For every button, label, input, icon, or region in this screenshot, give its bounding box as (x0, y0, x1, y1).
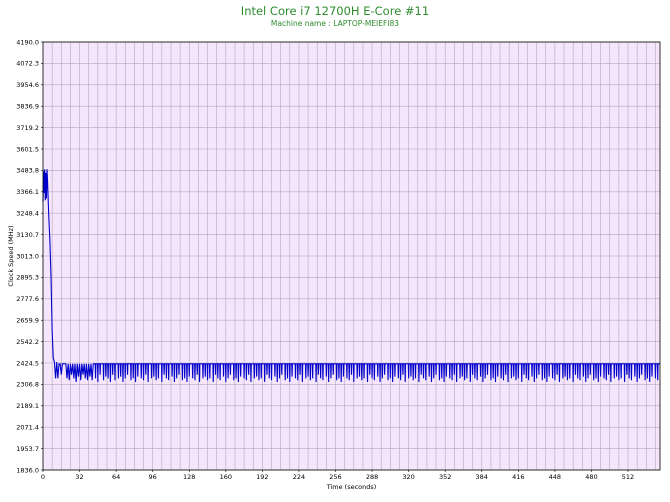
x-tick-label: 384 (476, 473, 488, 481)
x-tick-label: 288 (366, 473, 378, 481)
x-tick-label: 480 (585, 473, 597, 481)
y-tick-label: 3248.4 (16, 210, 39, 218)
x-axis-label: Time (seconds) (326, 483, 377, 491)
y-tick-label: 1953.7 (16, 445, 39, 453)
plot-frame (42, 41, 661, 471)
y-tick-label: 2306.8 (16, 381, 39, 389)
y-tick-label: 4190.0 (16, 38, 39, 46)
y-tick-label: 3483.8 (16, 167, 39, 175)
chart-title: Intel Core i7 12700H E-Core #11 (240, 4, 430, 18)
x-tick-label: 96 (149, 473, 157, 481)
y-tick-label: 2659.9 (16, 317, 39, 325)
x-tick-label: 224 (293, 473, 305, 481)
y-tick-label: 2542.2 (16, 338, 39, 346)
x-tick-label: 128 (183, 473, 195, 481)
clock-speed-series-line (42, 169, 660, 383)
x-tick-label: 32 (75, 473, 83, 481)
x-tick-label: 352 (439, 473, 451, 481)
y-tick-label: 1836.0 (16, 466, 39, 474)
x-tick-label: 160 (220, 473, 232, 481)
y-tick-label: 2424.5 (16, 359, 39, 367)
x-tick-label: 0 (41, 473, 45, 481)
y-tick-label: 3130.7 (16, 231, 39, 239)
x-tick-label: 192 (256, 473, 268, 481)
x-tick-label: 256 (329, 473, 341, 481)
x-tick-label: 320 (402, 473, 414, 481)
grid-lines (43, 41, 660, 471)
y-tick-label: 4072.3 (16, 60, 39, 68)
y-tick-label: 2895.3 (16, 274, 39, 282)
y-tick-label: 2189.1 (16, 402, 39, 410)
y-tick-label: 2071.4 (16, 424, 39, 432)
y-tick-label: 3719.2 (16, 124, 39, 132)
y-tick-label: 3013.0 (16, 252, 39, 260)
y-tick-label: 3836.9 (16, 103, 39, 111)
x-tick-label: 416 (512, 473, 524, 481)
y-tick-label: 3366.1 (16, 188, 39, 196)
y-tick-label: 2777.6 (16, 295, 39, 303)
x-tick-label: 512 (622, 473, 634, 481)
y-tick-label: 3601.5 (16, 145, 39, 153)
x-tick-label: 64 (112, 473, 120, 481)
x-axis-ticks: 0 32 64 96 128 160 192 224 256 288 320 352 384 416 448… (41, 470, 634, 481)
x-tick-label: 448 (549, 473, 561, 481)
y-axis-label: Clock Speed (MHz) (7, 225, 15, 286)
chart-subtitle: Machine name : LAPTOP-MEIEFI83 (270, 19, 400, 28)
y-axis-ticks: 4190.0 4072.3 3954.6 3836.9 3719.2 3601.5 3483… (16, 38, 43, 474)
y-tick-label: 3954.6 (16, 81, 39, 89)
